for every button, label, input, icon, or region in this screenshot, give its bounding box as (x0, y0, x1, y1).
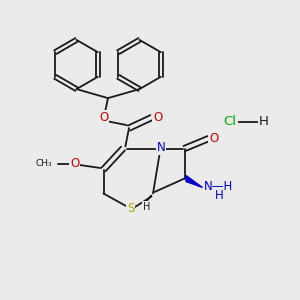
Text: O: O (209, 132, 218, 145)
Text: CH₃: CH₃ (35, 159, 52, 168)
Text: O: O (70, 157, 79, 170)
Text: H: H (143, 202, 150, 212)
Text: Cl: Cl (224, 115, 236, 128)
Text: H: H (214, 189, 224, 203)
Polygon shape (186, 176, 202, 188)
Text: O: O (99, 111, 108, 124)
Text: O: O (153, 111, 162, 124)
Text: H: H (259, 115, 269, 128)
Text: N: N (156, 141, 165, 154)
Text: N—H: N—H (203, 180, 233, 193)
Text: S: S (127, 202, 134, 215)
